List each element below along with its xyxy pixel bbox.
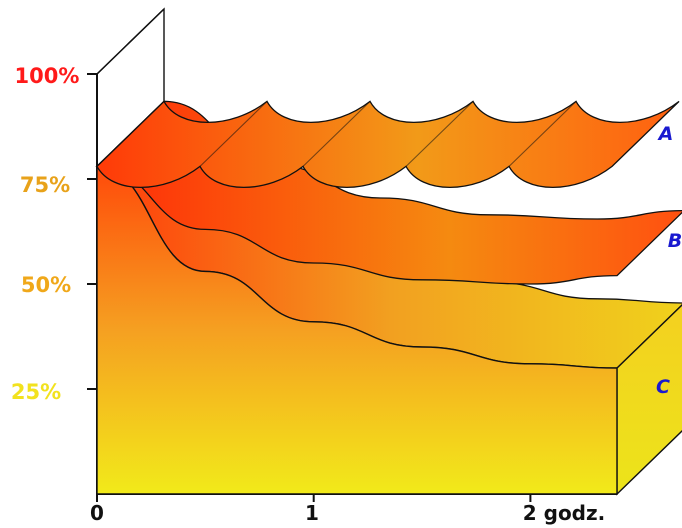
- series-a-ribbon: [96, 100, 680, 189]
- series-c-label: C: [656, 376, 670, 398]
- series-a-group: [96, 100, 680, 189]
- depth-axis-line: [96, 8, 165, 75]
- x-tick-label-2: 2 godz.: [523, 501, 606, 525]
- x-tick-label-0: 0: [90, 501, 104, 525]
- series-a-label: A: [657, 123, 674, 145]
- series-a-ridge-4: [508, 101, 577, 167]
- y-tick-label-75: 75%: [20, 173, 70, 197]
- y-tick-label-100: 100%: [15, 64, 80, 88]
- y-tick-label-25: 25%: [11, 380, 61, 404]
- series-c-side-face: [616, 304, 682, 496]
- series-a-ridge-3: [405, 101, 474, 167]
- series-a-ridge-2: [302, 101, 371, 167]
- series-b-label: B: [668, 230, 682, 252]
- x-tick-label-1: 1: [305, 501, 319, 525]
- series-c-front-face: [96, 165, 618, 495]
- y-tick-label-50: 50%: [21, 273, 71, 297]
- series-a-ridge-1: [199, 101, 268, 167]
